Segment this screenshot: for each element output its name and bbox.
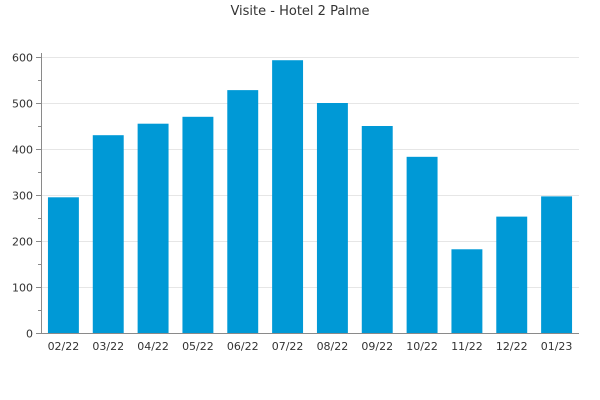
x-tick-label: 08/22 [317, 340, 349, 353]
y-tick-label: 600 [12, 52, 33, 65]
x-tick-label: 12/22 [496, 340, 528, 353]
x-tick-label: 06/22 [227, 340, 259, 353]
bar [361, 126, 393, 333]
bar [137, 123, 169, 333]
x-tick-label: 10/22 [406, 340, 438, 353]
chart-title: Visite - Hotel 2 Palme [230, 4, 369, 19]
bar [227, 90, 259, 334]
y-tick-label: 200 [12, 236, 33, 249]
x-tick-label: 09/22 [361, 340, 393, 353]
bar [406, 156, 438, 333]
x-tick-label: 01/23 [541, 340, 573, 353]
bar [47, 197, 79, 333]
x-tick-label: 04/22 [137, 340, 169, 353]
x-tick-label: 03/22 [92, 340, 124, 353]
y-tick-labels: 0 100 200 300 400 500 600 [12, 52, 33, 341]
gridlines [41, 57, 579, 288]
bar [316, 103, 348, 333]
bars [47, 60, 573, 334]
bar [541, 196, 573, 333]
x-tick-label: 07/22 [272, 340, 304, 353]
bar [451, 249, 483, 333]
x-tick-labels: 02/22 03/22 04/22 05/22 06/22 07/22 08/22 09/22… [48, 340, 573, 353]
x-tick-label: 02/22 [48, 340, 80, 353]
y-tick-label: 0 [26, 328, 33, 341]
bar [496, 216, 528, 333]
bar [182, 116, 214, 333]
y-tick-label: 100 [12, 282, 33, 295]
axes [36, 53, 579, 334]
bar [272, 60, 304, 333]
y-tick-label: 500 [12, 98, 33, 111]
y-tick-label: 400 [12, 144, 33, 157]
x-tick-label: 05/22 [182, 340, 214, 353]
bar [92, 135, 124, 333]
y-tick-label: 300 [12, 190, 33, 203]
x-tick-label: 11/22 [451, 340, 483, 353]
